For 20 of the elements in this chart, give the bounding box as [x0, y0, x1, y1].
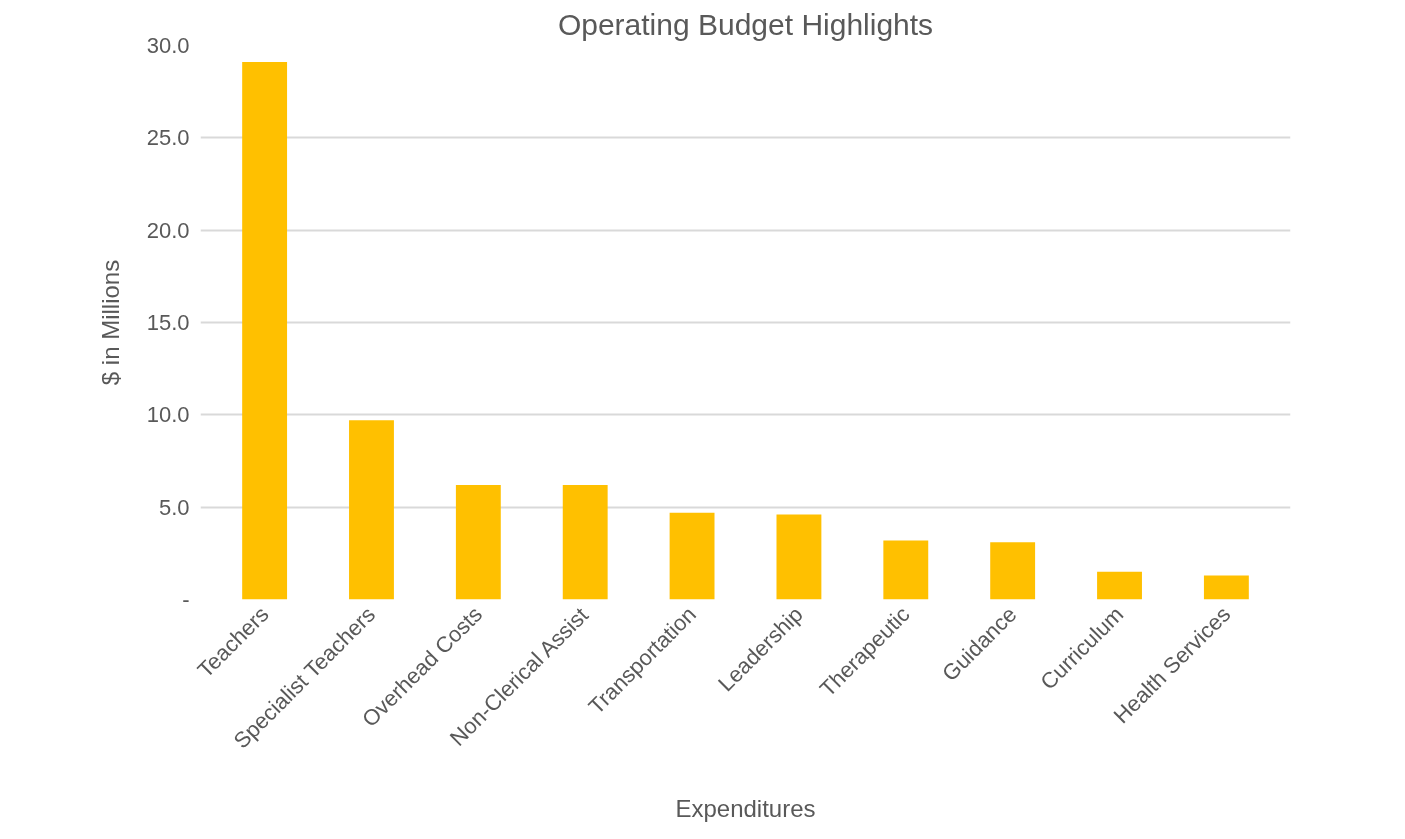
y-tick-label: 10.0	[146, 402, 190, 428]
y-tick-label: 20.0	[146, 217, 190, 243]
chart-title: Operating Budget Highlights	[557, 7, 934, 41]
bar	[1097, 571, 1142, 600]
bar	[883, 540, 929, 600]
y-tick-label: 25.0	[146, 125, 190, 151]
y-tick-label: -	[182, 587, 190, 612]
y-axis-title: $ in Millions	[96, 259, 124, 386]
y-tick-label: 5.0	[158, 494, 190, 520]
bar	[990, 542, 1036, 600]
y-tick-label: 30.0	[146, 33, 190, 58]
bar	[562, 485, 608, 600]
bar	[1203, 575, 1249, 600]
bar	[242, 62, 288, 600]
bar	[455, 485, 501, 600]
bar	[669, 512, 715, 600]
y-tick-label: 15.0	[146, 310, 190, 335]
bar	[776, 514, 822, 600]
x-axis-title: Expenditures	[675, 795, 816, 823]
bar	[349, 420, 394, 600]
